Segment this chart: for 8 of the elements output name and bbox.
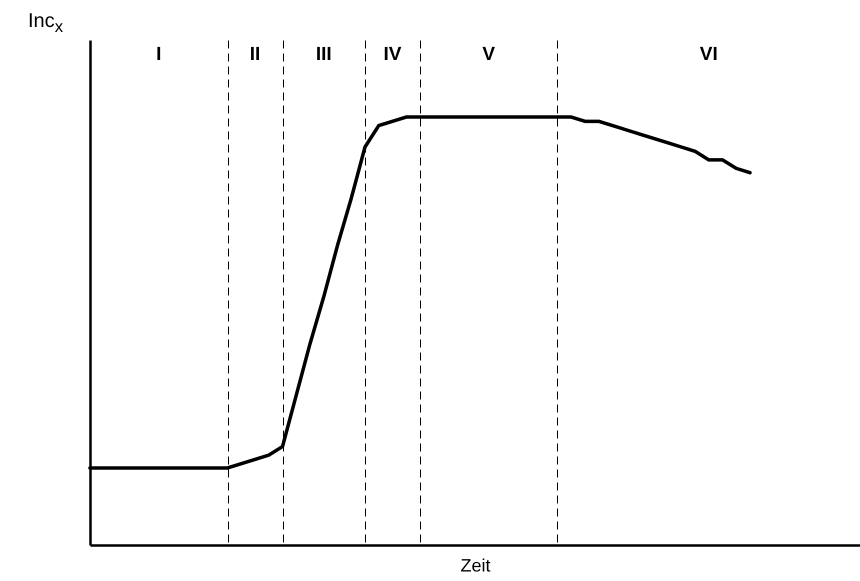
x-axis-title: Zeit [460,556,491,576]
text: II [250,44,260,65]
text: IV [384,44,402,65]
y-axis-title: Inc$_{x}$ [28,10,64,37]
text: III [316,44,332,65]
text: V [482,44,496,65]
text: VI [700,44,718,65]
text: I [156,44,162,65]
